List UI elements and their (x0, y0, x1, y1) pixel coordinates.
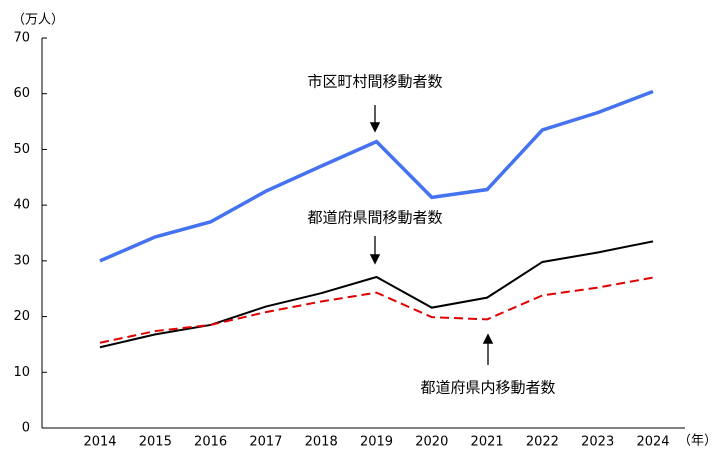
y-tick-label: 20 (13, 309, 30, 324)
y-tick-label: 70 (13, 31, 30, 46)
series-line (99, 276, 654, 344)
y-tick-label: 10 (13, 365, 30, 380)
series-annotation: 都道府県内移動者数 (420, 379, 555, 397)
x-tick-label: 2019 (360, 435, 393, 450)
x-tick-label: 2014 (83, 435, 116, 450)
series-line (99, 240, 654, 349)
series-annotation: 市区町村間移動者数 (307, 73, 442, 91)
series-annotation: 都道府県間移動者数 (307, 209, 442, 227)
x-tick-label: 2016 (194, 435, 227, 450)
x-tick-label: 2022 (526, 435, 559, 450)
series-line (99, 89, 654, 263)
x-tick-label: 2018 (305, 435, 338, 450)
x-tick-label: 2015 (139, 435, 172, 450)
x-tick-label: 2020 (415, 435, 448, 450)
x-tick-label: 2023 (581, 435, 614, 450)
y-tick-label: 30 (13, 253, 30, 268)
x-tick-label: 2021 (471, 435, 504, 450)
y-unit: （万人） (12, 13, 64, 28)
y-tick-label: 40 (13, 198, 30, 213)
x-tick-label: 2017 (249, 435, 282, 450)
y-tick-label: 50 (13, 142, 30, 157)
x-tick-label: 2024 (636, 435, 669, 450)
y-tick-label: 60 (13, 86, 30, 101)
x-unit: （年） (678, 434, 716, 449)
y-tick-label: 0 (22, 421, 30, 436)
